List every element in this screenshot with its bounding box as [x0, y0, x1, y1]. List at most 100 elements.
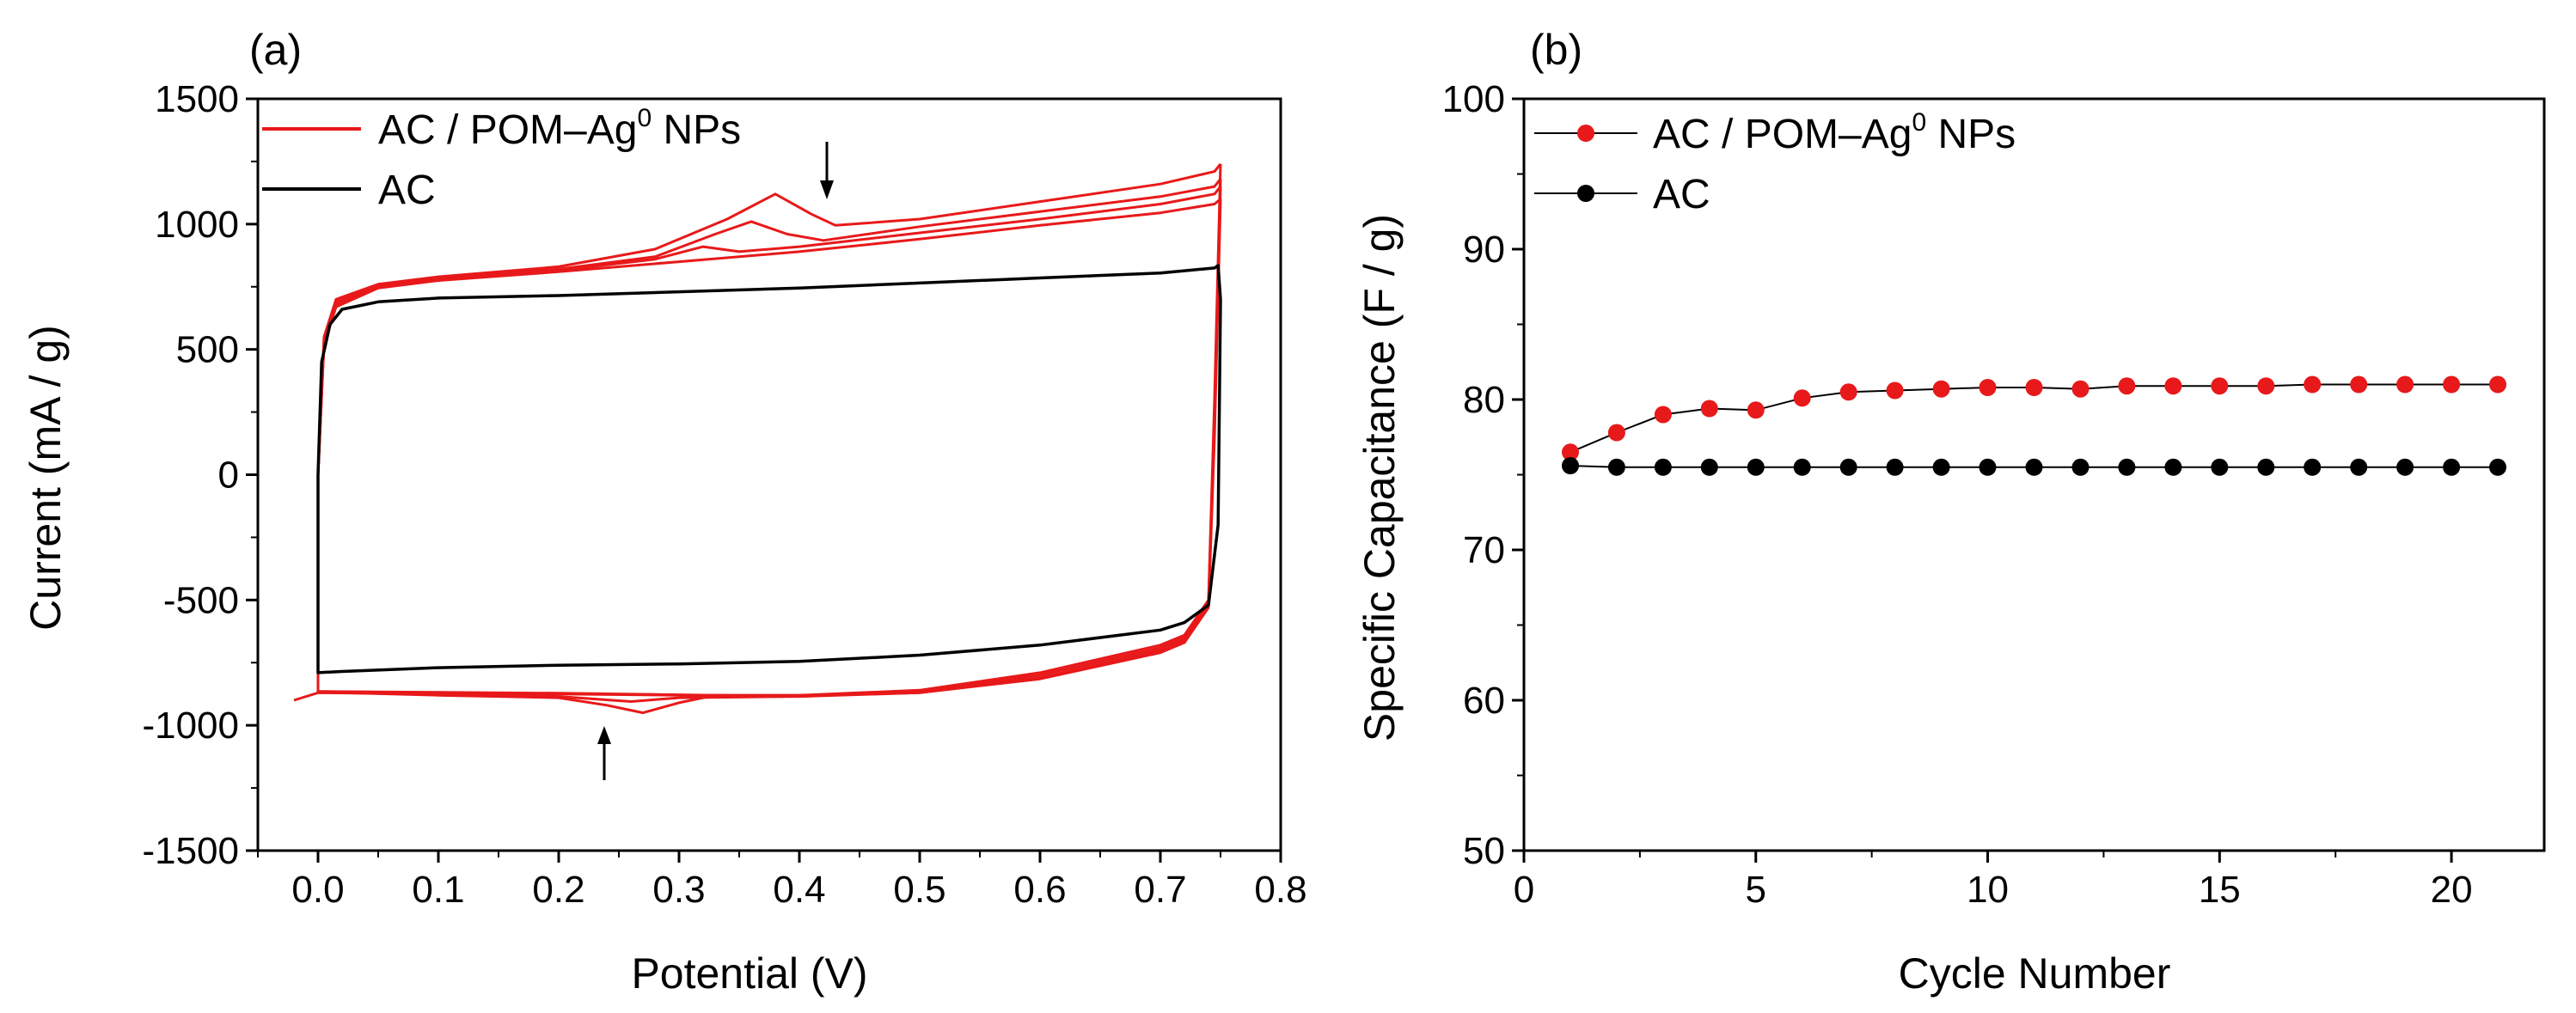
data-point-ac: [1886, 458, 1904, 476]
panel-b-y-tick-label: 60: [1463, 680, 1505, 722]
cv-curve-ac-pom-ag-2: [316, 186, 1222, 475]
panel-a-label: (a): [249, 26, 302, 74]
data-point-ac: [1607, 458, 1625, 476]
panel-a-y-tick-label: -1000: [142, 705, 239, 747]
panel-b-y-axis-title: Specific Capacitance (F / g): [1355, 214, 1404, 741]
panel-a-ticks: 0.0 0.1 0.2 0.3 0.4 0.5 0.6 0.7 0.8 1500 1000 500 0 -…: [142, 78, 1306, 911]
cv-curve-ac-pom-ag-3: [316, 198, 1222, 699]
panel-b-x-tick-label: 20: [2431, 869, 2473, 911]
data-point-ac: [1700, 458, 1718, 476]
panel-a-x-tick-label: 0.4: [773, 869, 825, 911]
panel-b-x-tick-label: 10: [1967, 869, 2009, 911]
panel-b-y-tick-label: 90: [1463, 229, 1505, 271]
data-point-ac: [2396, 458, 2414, 476]
legend-marker-ac-pom-ag: [1577, 125, 1594, 142]
panel-a-y-tick-label: 0: [218, 455, 239, 497]
cv-curve-ac-pom-ag-2: [317, 186, 1222, 697]
data-point-ac-pom-ag: [2211, 377, 2229, 395]
data-point-ac: [1747, 458, 1765, 476]
data-point-ac-pom-ag: [2257, 377, 2275, 395]
panel-a-x-tick-label: 0.3: [652, 869, 705, 911]
data-point-ac-pom-ag: [1562, 443, 1579, 461]
panel-a-x-tick-label: 0.5: [893, 869, 945, 911]
legend-label-ac-pom-ag: AC / POM–Ag0 NPs: [1653, 108, 2016, 157]
cv-curve-ac-0: [316, 264, 1222, 674]
panel-a-x-tick-label: 0.8: [1254, 869, 1306, 911]
panel-a-x-tick-label: 0.2: [532, 869, 584, 911]
data-point-ac-pom-ag: [1886, 381, 1904, 400]
data-point-ac-pom-ag: [1979, 379, 1997, 396]
data-point-ac: [2025, 458, 2043, 476]
panel-b-legend: AC / POM–Ag0 NPs AC: [1534, 108, 2016, 217]
data-point-ac-pom-ag: [2489, 375, 2506, 394]
panel-a-y-axis-title: Current (mA / g): [21, 325, 70, 631]
data-point-ac-pom-ag: [2350, 375, 2368, 394]
data-point-ac: [2164, 458, 2182, 476]
data-point-ac-pom-ag: [2396, 375, 2414, 394]
panel-a-legend: AC / POM–Ag0 NPs AC: [262, 104, 741, 213]
data-point-ac-pom-ag: [1793, 389, 1811, 407]
panel-a-y-tick-label: 1000: [155, 204, 239, 246]
panel-b: (b) 0 5 10 15 20 100 90 80 70 60 50 Cycle Number S…: [1355, 26, 2546, 998]
data-point-ac: [2304, 458, 2322, 476]
data-point-ac-pom-ag: [2025, 379, 2043, 396]
data-point-ac-pom-ag: [2071, 380, 2090, 398]
legend-label-ac: AC: [1653, 172, 1710, 217]
data-point-ac-pom-ag: [1839, 383, 1857, 401]
data-point-ac-pom-ag: [2443, 375, 2461, 394]
panel-a: (a) 0.0 0.1 0.2 0.3 0.4 0.5 0.6 0.7 0.8 1500 1000 5…: [21, 26, 1307, 998]
panel-b-label: (b): [1530, 26, 1582, 74]
panel-b-y-tick-label: 50: [1463, 830, 1505, 872]
panel-a-x-tick-label: 0.0: [291, 869, 344, 911]
legend-label-ac-pom-ag: AC / POM–Ag0 NPs: [378, 104, 741, 153]
data-point-ac: [2489, 458, 2506, 476]
data-point-ac: [2071, 458, 2090, 476]
data-point-ac: [2257, 458, 2275, 476]
panel-b-y-tick-label: 100: [1442, 78, 1505, 120]
data-point-ac-pom-ag: [2304, 375, 2322, 394]
panel-b-x-tick-label: 0: [1514, 869, 1534, 911]
data-point-ac: [1932, 458, 1950, 476]
panel-b-x-tick-label: 5: [1746, 869, 1766, 911]
data-point-ac: [1654, 458, 1672, 476]
data-point-ac-pom-ag: [1747, 401, 1765, 419]
cv-curve-ac-pom-ag-0: [293, 163, 1222, 715]
data-point-ac: [1793, 458, 1811, 476]
panel-a-y-tick-label: -500: [163, 579, 239, 621]
panel-a-x-tick-label: 0.7: [1134, 869, 1186, 911]
cv-curve-ac-pom-ag-0: [316, 162, 1222, 475]
legend-marker-ac: [1577, 185, 1594, 202]
data-point-ac: [2350, 458, 2368, 476]
panel-b-y-tick-label: 70: [1463, 529, 1505, 571]
panel-b-x-axis-title: Cycle Number: [1899, 949, 2171, 998]
data-point-ac: [2211, 458, 2229, 476]
panel-a-x-axis-title: Potential (V): [631, 949, 867, 998]
panel-a-x-tick-label: 0.6: [1013, 869, 1066, 911]
panel-b-ticks: 0 5 10 15 20 100 90 80 70 60 50: [1442, 78, 2473, 911]
cv-curve-ac-pom-ag-3: [316, 198, 1221, 475]
data-point-ac-pom-ag: [2164, 377, 2182, 395]
data-point-ac-pom-ag: [2118, 377, 2136, 395]
panel-b-series: [1562, 375, 2506, 476]
data-point-ac-pom-ag: [1700, 400, 1718, 418]
reduction-peak-arrow: [597, 726, 611, 780]
data-point-ac: [2443, 458, 2461, 476]
legend-label-ac: AC: [378, 168, 436, 213]
panel-a-y-tick-label: 1500: [155, 78, 239, 120]
data-point-ac-pom-ag: [1932, 380, 1950, 398]
panel-a-y-tick-label: 500: [176, 329, 239, 371]
data-point-ac-pom-ag: [1607, 424, 1625, 442]
data-point-ac: [1562, 457, 1579, 474]
panel-b-x-tick-label: 15: [2199, 869, 2241, 911]
panel-a-x-tick-label: 0.1: [412, 869, 464, 911]
panel-b-y-tick-label: 80: [1463, 379, 1505, 421]
panel-a-series: [293, 162, 1222, 715]
data-point-ac-pom-ag: [1654, 406, 1672, 424]
data-point-ac: [1839, 458, 1857, 476]
cv-curve-ac-pom-ag-1: [317, 179, 1222, 703]
data-point-ac: [1979, 458, 1997, 476]
cv-curve-ac-pom-ag-1: [316, 178, 1222, 475]
panel-a-y-tick-label: -1500: [142, 830, 239, 872]
data-point-ac: [2118, 458, 2136, 476]
oxidation-peak-arrow: [820, 142, 834, 199]
